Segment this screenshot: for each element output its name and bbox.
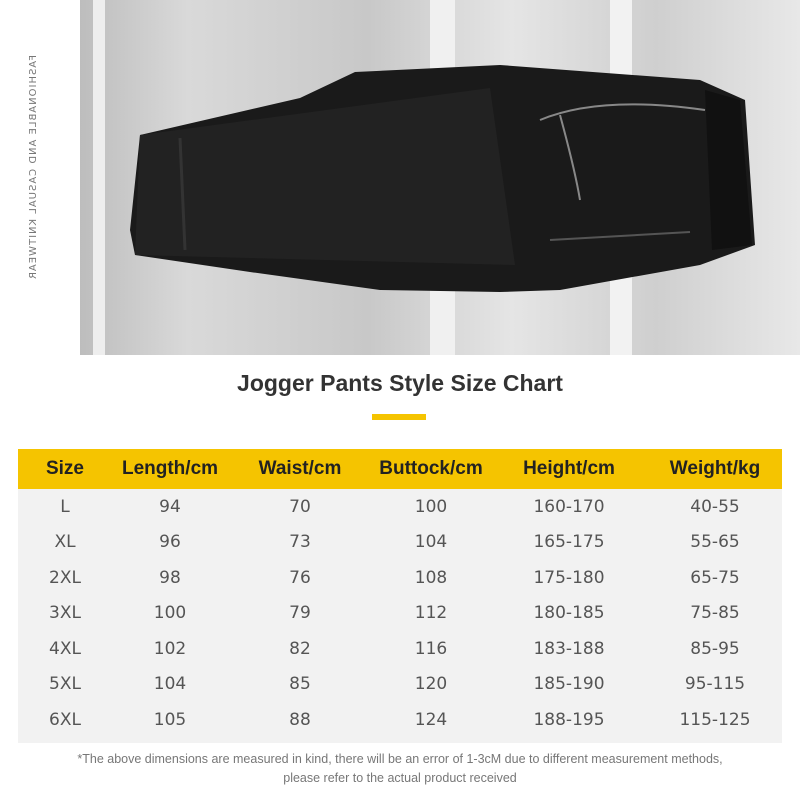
table-cell: 115-125 [679,709,751,730]
header-cell: Waist/cm [258,458,342,479]
table-cell: XL [54,532,76,553]
table-cell: 102 [153,638,187,659]
table-cell: 70 [289,496,311,517]
header-cell: Buttock/cm [379,458,483,479]
table-cell: 180-185 [533,603,605,624]
table-cell: 98 [159,567,181,588]
table-cell: 100 [153,603,187,624]
table-cell: 112 [414,603,448,624]
table-row: L 94 70 100 160-170 40-55 [18,489,782,525]
table-cell: 185-190 [533,674,605,695]
table-cell: 88 [289,709,311,730]
table-cell: 104 [414,532,448,553]
disclaimer-note: *The above dimensions are measured in ki… [77,752,723,785]
table-cell: 96 [159,532,181,553]
table-cell: 79 [289,603,311,624]
table-cell: 124 [414,709,448,730]
header-cell: Weight/kg [669,458,761,479]
header-cell: Length/cm [121,458,219,479]
table-cell: 94 [159,496,181,517]
table-row: 5XL 104 85 120 185-190 95-115 [18,667,782,703]
title-underline [372,414,426,420]
table-cell: 188-195 [533,709,605,730]
table-cell: 175-180 [533,567,605,588]
table-cell: 65-75 [690,567,740,588]
table-cell: 73 [289,532,311,553]
table-row: 3XL 100 79 112 180-185 75-85 [18,596,782,632]
table-cell: 120 [414,674,448,695]
table-cell: 160-170 [533,496,605,517]
table-cell: 5XL [49,674,81,695]
jogger-pants-image [130,65,755,292]
product-photo: FASHIONABLE AND CASUAL KNITWEAR [0,0,800,355]
table-cell: 3XL [49,603,81,624]
table-cell: 40-55 [690,496,740,517]
table-row: 2XL 98 76 108 175-180 65-75 [18,560,782,596]
table-cell: 105 [153,709,187,730]
table-cell: 6XL [49,709,81,730]
table-cell: 2XL [49,567,81,588]
table-cell: 4XL [49,638,81,659]
table-cell: 108 [414,567,448,588]
table-cell: L [60,496,70,517]
table-row: XL 96 73 104 165-175 55-65 [18,525,782,561]
table-cell: 85 [289,674,311,695]
table-cell: 116 [414,638,448,659]
table-row: 6XL 105 88 124 188-195 115-125 [18,702,782,738]
table-cell: 55-65 [690,532,740,553]
table-cell: 165-175 [533,532,605,553]
table-cell: 100 [414,496,448,517]
table-header: Size Length/cm Waist/cm Buttock/cm Heigh… [18,449,782,489]
page-title: Jogger Pants Style Size Chart [237,370,563,396]
header-cell: Height/cm [523,458,615,479]
table-cell: 75-85 [690,603,740,624]
table-cell: 85-95 [690,638,740,659]
table-cell: 183-188 [533,638,605,659]
table-cell: 104 [153,674,187,695]
table-cell: 95-115 [684,674,746,695]
header-cell: Size [45,458,85,479]
size-chart-table: Size Length/cm Waist/cm Buttock/cm Heigh… [18,449,782,743]
table-cell: 76 [289,567,311,588]
table-cell: 82 [289,638,311,659]
table-row: 4XL 102 82 116 183-188 85-95 [18,631,782,667]
